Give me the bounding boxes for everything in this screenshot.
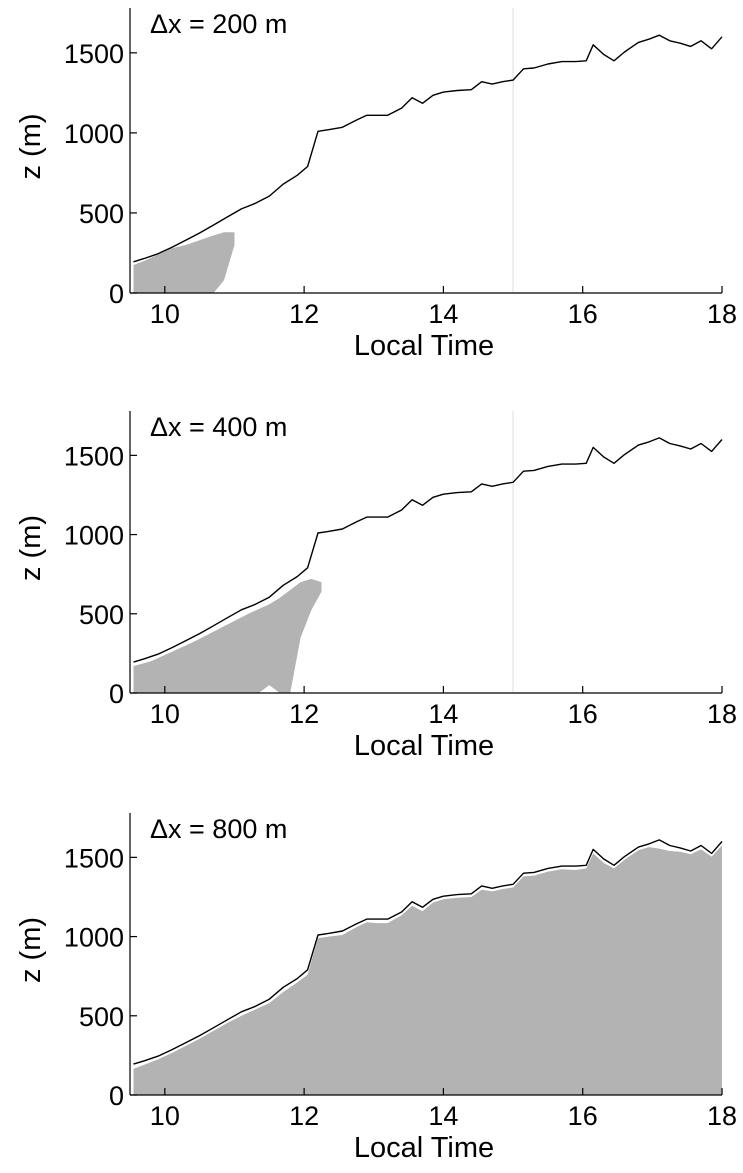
panel-annotation: Δx = 800 m (150, 814, 287, 844)
x-tick-label: 10 (150, 699, 180, 729)
x-tick-label: 18 (707, 1101, 737, 1131)
x-tick-label: 12 (289, 1101, 319, 1131)
shaded-region (133, 578, 322, 693)
x-tick-label: 12 (289, 299, 319, 329)
y-tick-label: 1000 (64, 521, 124, 551)
y-tick-label: 1500 (64, 39, 124, 69)
y-tick-label: 500 (79, 600, 124, 630)
y-tick-label: 0 (109, 279, 124, 309)
y-tick-label: 0 (109, 1081, 124, 1111)
x-axis-title: Local Time (354, 1132, 494, 1164)
x-axis-title: Local Time (354, 730, 494, 762)
panel-annotation: Δx = 400 m (150, 412, 287, 442)
chart-panel-2: 10 12 14 16 18 0 500 1000 1500 Local Time z (m) Δx … (15, 411, 737, 762)
x-tick-label: 16 (568, 299, 598, 329)
y-axis-title: z (m) (15, 917, 47, 983)
x-tick-label: 14 (428, 1101, 458, 1131)
x-tick-label: 18 (707, 699, 737, 729)
panel-annotation: Δx = 200 m (150, 9, 287, 39)
shaded-region (133, 232, 235, 293)
chart-panel-3: 10 12 14 16 18 0 500 1000 1500 Local Time z (m) Δx … (15, 813, 737, 1164)
x-axis-title: Local Time (354, 330, 494, 362)
x-tick-label: 18 (707, 299, 737, 329)
x-tick-label: 16 (568, 699, 598, 729)
chart-panel-1: 10 12 14 16 18 0 500 1000 1500 Local Time z (m) Δx … (15, 8, 737, 362)
x-tick-label: 10 (150, 299, 180, 329)
y-tick-label: 0 (109, 679, 124, 709)
y-tick-label: 1500 (64, 441, 124, 471)
boundary-line (133, 34, 723, 263)
y-tick-label: 500 (79, 1002, 124, 1032)
x-tick-label: 16 (568, 1101, 598, 1131)
boundary-line (133, 839, 723, 1065)
y-tick-label: 1000 (64, 923, 124, 953)
y-axis-title: z (m) (15, 515, 47, 581)
y-tick-label: 1500 (64, 843, 124, 873)
shaded-region (133, 845, 722, 1095)
x-tick-label: 12 (289, 699, 319, 729)
x-tick-label: 10 (150, 1101, 180, 1131)
boundary-line (133, 437, 723, 663)
x-tick-label: 14 (428, 699, 458, 729)
x-tick-label: 14 (428, 299, 458, 329)
y-tick-label: 500 (79, 199, 124, 229)
y-axis-title: z (m) (15, 113, 47, 179)
y-tick-label: 1000 (64, 119, 124, 149)
